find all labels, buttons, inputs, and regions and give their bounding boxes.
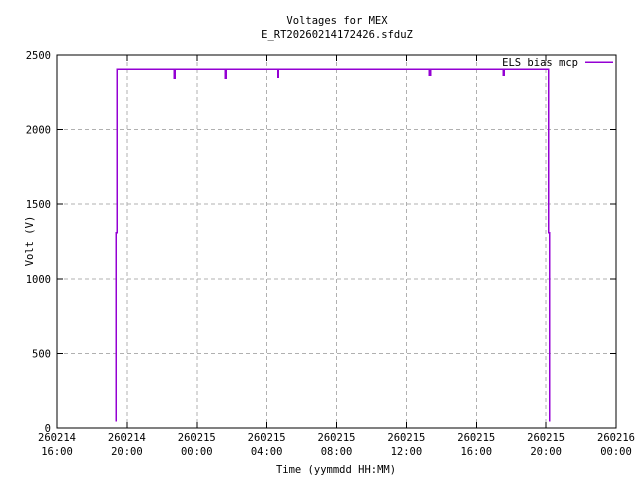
axis-layer xyxy=(56,54,617,429)
chart-subtitle: E_RT20260214172426.sfduZ xyxy=(261,29,413,41)
x-axis-label: Time (yymmdd HH:MM) xyxy=(276,464,396,476)
chart-title: Voltages for MEX xyxy=(286,15,388,27)
x-tick-label-time: 16:00 xyxy=(41,446,73,458)
series-layer xyxy=(115,68,551,422)
x-tick-label-date: 260215 xyxy=(387,432,425,444)
y-tick-label: 2500 xyxy=(26,50,51,62)
tick-label-layer: 260214 16:00 260214 20:00 260215 00:00 260215 0… xyxy=(26,50,635,458)
x-tick-label-time: 00:00 xyxy=(600,446,632,458)
x-tick-label-time: 20:00 xyxy=(530,446,562,458)
x-tick-label-time: 16:00 xyxy=(460,446,492,458)
x-tick-label-date: 260215 xyxy=(457,432,495,444)
text-layer: Voltages for MEX E_RT20260214172426.sfdu… xyxy=(24,15,578,476)
y-tick-label: 1500 xyxy=(26,199,51,211)
x-tick-label-time: 04:00 xyxy=(251,446,283,458)
x-tick-label-time: 00:00 xyxy=(181,446,213,458)
grid-layer xyxy=(57,55,616,428)
y-tick-label: 2000 xyxy=(26,125,51,137)
els-bias-mcp-line xyxy=(115,68,551,422)
x-tick-label-time: 08:00 xyxy=(321,446,353,458)
x-tick-label-date: 260214 xyxy=(38,432,76,444)
x-tick-label-time: 12:00 xyxy=(391,446,423,458)
y-axis-label: Volt (V) xyxy=(24,216,36,267)
x-tick-label-time: 20:00 xyxy=(111,446,143,458)
y-tick-label: 500 xyxy=(32,348,51,360)
x-tick-label-date: 260214 xyxy=(108,432,146,444)
x-tick-label-date: 260215 xyxy=(178,432,216,444)
legend-label: ELS bias mcp xyxy=(502,57,578,69)
x-tick-label-date: 260215 xyxy=(248,432,286,444)
x-tick-label-date: 260215 xyxy=(318,432,356,444)
x-tick-label-date: 260215 xyxy=(527,432,565,444)
x-tick-label-date: 260216 xyxy=(597,432,635,444)
y-tick-label: 1000 xyxy=(26,274,51,286)
y-tick-label: 0 xyxy=(45,423,51,435)
